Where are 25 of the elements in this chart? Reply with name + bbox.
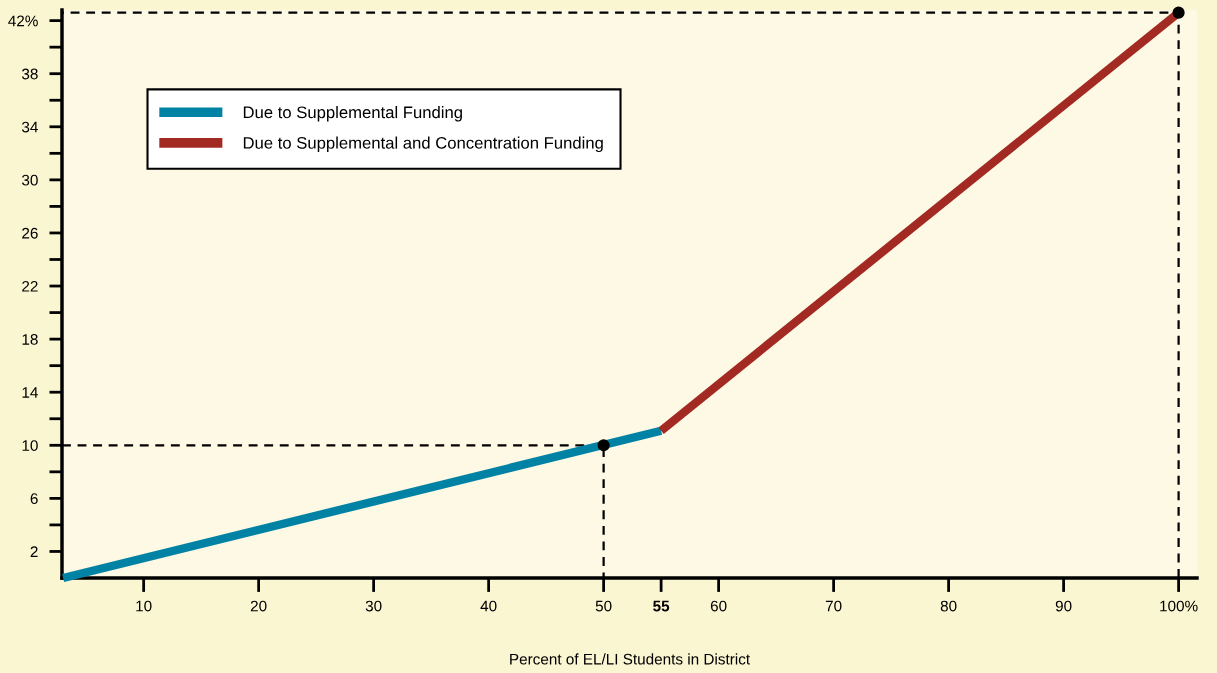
y-tick-label: 10 <box>22 440 38 451</box>
y-tick-label: 34 <box>21 121 38 133</box>
x-tick-label: 80 <box>940 600 957 612</box>
legend-label: Due to Supplemental and Concentration Funding <box>243 136 603 153</box>
x-tick-label: 100% <box>1160 600 1198 612</box>
y-tick-label: 6 <box>30 493 38 505</box>
x-tick-label: 90 <box>1055 600 1072 612</box>
y-tick-label: 22 <box>22 280 38 292</box>
x-tick-label: 40 <box>480 600 497 612</box>
y-tick-label: 18 <box>22 333 38 345</box>
x-tick-label: 55 <box>653 600 670 612</box>
y-tick-label: 30 <box>21 174 38 186</box>
y-tick-label: 14 <box>22 387 38 398</box>
x-tick-label: 20 <box>250 600 267 612</box>
y-tick-label: 38 <box>21 68 38 80</box>
x-tick-label: 10 <box>136 600 152 612</box>
y-tick-label: 42% <box>8 15 38 27</box>
x-tick-label: 70 <box>825 600 842 612</box>
x-tick-label: 50 <box>595 600 612 612</box>
legend-label: Due to Supplemental Funding <box>243 106 462 122</box>
y-tick-label: 2 <box>30 546 38 557</box>
y-tick-label: 26 <box>22 227 38 239</box>
x-tick-label: 60 <box>710 600 727 612</box>
x-tick-label: 30 <box>365 600 382 612</box>
x-axis-title: Percent of EL/LI Students in District <box>510 653 750 665</box>
